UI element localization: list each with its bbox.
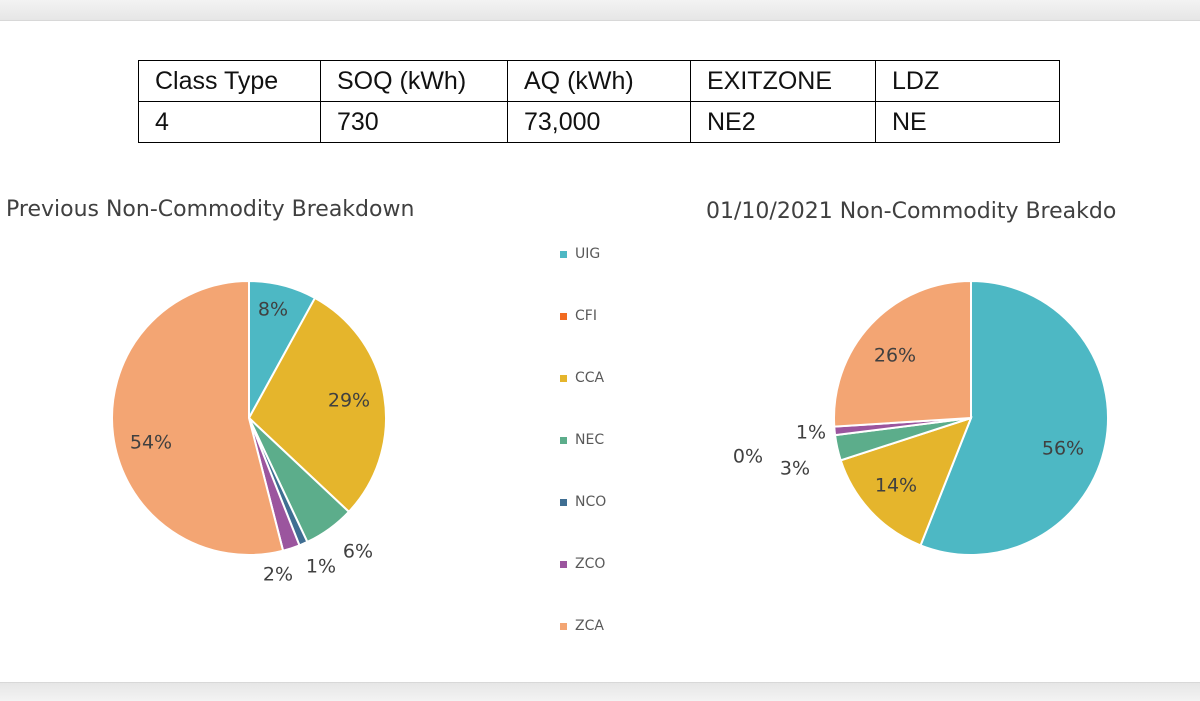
pie-slice-cca [247,296,387,514]
legend-label: CFI [575,308,597,324]
top-divider-band [0,0,1200,21]
data-label-cca: 14% [875,475,917,497]
bottom-divider-band [0,682,1200,701]
left-chart-title: Previous Non-Commodity Breakdown [6,197,415,222]
table-cell: 4 [138,101,321,143]
legend-item-zca: ZCA [560,616,604,636]
legend-item-cfi: CFI [560,306,597,326]
pie-slice-zca [833,279,972,428]
data-label-zco: 1% [796,422,826,444]
legend-item-nco: NCO [560,492,606,512]
data-label-zca: 54% [130,432,172,454]
table-header-cell: AQ (kWh) [507,60,691,102]
table-cell: NE [875,101,1060,143]
legend-swatch [560,374,567,382]
legend-label: UIG [575,246,601,262]
data-label-zca: 26% [874,345,916,367]
previous-breakdown-pie-chart: 8% 29% 6% 1% 2% 54% [111,279,387,586]
table-header-cell: EXITZONE [690,60,876,102]
legend-swatch [560,498,567,506]
table-header-cell: Class Type [138,60,321,102]
legend-item-uig: UIG [560,244,600,264]
legend-swatch [560,622,567,630]
legend-item-cca: CCA [560,368,604,388]
data-label-cca: 29% [328,390,370,412]
table-header-cell: LDZ [875,60,1060,102]
legend-swatch [560,436,567,444]
data-label-nco: 1% [306,556,336,578]
table-header-row: Class Type SOQ (kWh) AQ (kWh) EXITZONE L… [138,60,1060,102]
legend-swatch [560,312,567,320]
right-chart-title: 01/10/2021 Non-Commodity Breakdo [706,199,1117,224]
legend-swatch [560,250,567,258]
data-label-uig: 56% [1042,438,1084,460]
legend-item-zco: ZCO [560,554,605,574]
data-label-nec: 6% [343,541,373,563]
table-header-cell: SOQ (kWh) [320,60,508,102]
legend-swatch [560,560,567,568]
current-breakdown-pie-chart: 56% 14% 3% 0% 1% 26% [733,279,1109,556]
data-label-uig: 8% [258,299,288,321]
legend-label: ZCA [575,618,604,634]
legend-label: ZCO [575,556,606,572]
legend-item-nec: NEC [560,430,604,450]
table-cell: NE2 [690,101,876,143]
data-label-zco: 2% [263,564,293,586]
meter-info-table: Class Type SOQ (kWh) AQ (kWh) EXITZONE L… [138,60,1060,143]
table-cell: 730 [320,101,508,143]
table-row: 4 730 73,000 NE2 NE [138,101,1060,143]
legend-label: CCA [575,370,605,386]
data-label-nco: 0% [733,446,763,468]
table-cell: 73,000 [507,101,691,143]
pie-slice-uig [919,279,1109,556]
data-label-nec: 3% [780,458,810,480]
legend-label: NCO [575,494,607,510]
pie-slice-zca [111,279,285,556]
legend-label: NEC [575,432,605,448]
